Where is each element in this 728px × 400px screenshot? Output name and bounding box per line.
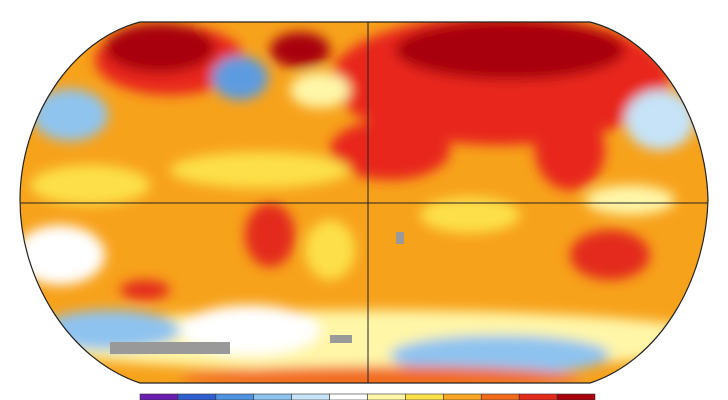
map-outline	[19, 21, 709, 384]
color-bar-segment	[367, 393, 406, 400]
color-bar-segment	[177, 393, 217, 400]
color-bar-segment	[556, 393, 596, 400]
color-bar-segment	[480, 393, 520, 400]
color-bar-segment	[215, 393, 255, 400]
color-bar-segment	[405, 393, 444, 400]
color-bar	[139, 393, 596, 400]
color-bar-segment	[443, 393, 482, 400]
color-bar-segment	[291, 393, 330, 400]
color-bar-segment	[139, 393, 179, 400]
color-bar-segment	[329, 393, 368, 400]
color-bar-segment	[253, 393, 292, 400]
color-bar-segment	[518, 393, 558, 400]
